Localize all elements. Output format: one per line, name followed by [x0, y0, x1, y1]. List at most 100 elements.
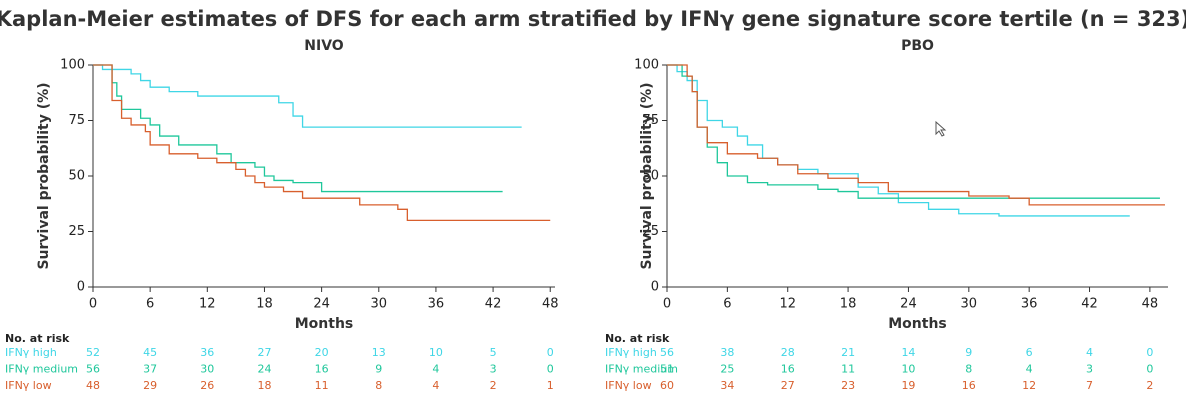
- risk-count: 3: [490, 363, 497, 376]
- panel-title: NIVO: [304, 38, 344, 54]
- x-tick-label: 48: [1142, 297, 1159, 312]
- risk-count: 2: [490, 379, 497, 392]
- risk-count: 28: [781, 346, 795, 359]
- risk-count: 16: [781, 363, 795, 376]
- x-tick-label: 6: [723, 297, 731, 312]
- risk-count: 4: [1086, 346, 1093, 359]
- x-tick-label: 18: [256, 297, 273, 312]
- risk-count: 6: [1026, 346, 1033, 359]
- risk-count: 10: [429, 346, 443, 359]
- risk-count: 3: [1086, 363, 1093, 376]
- risk-count: 23: [841, 379, 855, 392]
- risk-table-title: No. at risk: [5, 332, 70, 345]
- risk-row-label: IFNγ low: [5, 379, 52, 392]
- risk-count: 8: [965, 363, 972, 376]
- risk-count: 4: [432, 379, 439, 392]
- y-tick-label: 25: [642, 224, 659, 239]
- x-tick-label: 6: [146, 297, 154, 312]
- risk-count: 0: [547, 346, 554, 359]
- risk-count: 26: [200, 379, 214, 392]
- risk-count: 45: [143, 346, 157, 359]
- x-tick-label: 12: [199, 297, 216, 312]
- panel-title: PBO: [901, 38, 934, 54]
- survival-curve: [93, 64, 551, 222]
- risk-count: 4: [1026, 363, 1033, 376]
- risk-count: 14: [901, 346, 915, 359]
- risk-count: 16: [315, 363, 329, 376]
- risk-count: 7: [1086, 379, 1093, 392]
- survival-curve: [93, 64, 503, 193]
- risk-count: 60: [660, 379, 674, 392]
- risk-count: 0: [1146, 346, 1153, 359]
- risk-row-label: IFNγ high: [5, 346, 57, 359]
- x-axis-label: Months: [295, 316, 354, 332]
- survival-curve: [667, 64, 1160, 199]
- risk-count: 9: [375, 363, 382, 376]
- x-tick-label: 0: [89, 297, 97, 312]
- risk-count: 52: [86, 346, 100, 359]
- risk-count: 56: [660, 346, 674, 359]
- risk-count: 21: [841, 346, 855, 359]
- y-tick-label: 100: [634, 58, 659, 73]
- risk-count: 56: [86, 363, 100, 376]
- x-tick-label: 42: [485, 297, 502, 312]
- risk-count: 0: [547, 363, 554, 376]
- page-title: Kaplan-Meier estimates of DFS for each a…: [0, 7, 1186, 31]
- risk-count: 18: [257, 379, 271, 392]
- risk-count: 29: [143, 379, 157, 392]
- risk-count: 11: [841, 363, 855, 376]
- x-tick-label: 24: [900, 297, 917, 312]
- risk-count: 51: [660, 363, 674, 376]
- risk-count: 1: [547, 379, 554, 392]
- y-tick-label: 0: [651, 280, 659, 295]
- risk-count: 36: [200, 346, 214, 359]
- risk-count: 9: [965, 346, 972, 359]
- x-tick-label: 0: [663, 297, 671, 312]
- risk-count: 24: [257, 363, 271, 376]
- x-tick-label: 30: [961, 297, 978, 312]
- y-axis-label: Survival probability (%): [36, 82, 52, 269]
- risk-count: 2: [1146, 379, 1153, 392]
- risk-count: 12: [1022, 379, 1036, 392]
- risk-count: 0: [1146, 363, 1153, 376]
- risk-count: 48: [86, 379, 100, 392]
- risk-count: 25: [720, 363, 734, 376]
- y-tick-label: 100: [60, 58, 85, 73]
- risk-row-label: IFNγ low: [605, 379, 652, 392]
- risk-count: 38: [720, 346, 734, 359]
- y-tick-label: 0: [77, 280, 85, 295]
- survival-curve: [667, 64, 1165, 206]
- risk-count: 11: [315, 379, 329, 392]
- y-tick-label: 50: [68, 169, 85, 184]
- survival-curve: [667, 64, 1130, 217]
- risk-count: 5: [490, 346, 497, 359]
- risk-row-label: IFNγ medium: [605, 363, 678, 376]
- x-tick-label: 24: [313, 297, 330, 312]
- risk-row-label: IFNγ medium: [5, 363, 78, 376]
- x-tick-label: 36: [428, 297, 445, 312]
- risk-count: 16: [962, 379, 976, 392]
- risk-count: 34: [720, 379, 734, 392]
- risk-count: 19: [901, 379, 915, 392]
- x-tick-label: 12: [779, 297, 796, 312]
- survival-curve: [93, 64, 522, 128]
- risk-count: 10: [901, 363, 915, 376]
- risk-count: 20: [315, 346, 329, 359]
- risk-count: 13: [372, 346, 386, 359]
- cursor: [935, 120, 947, 137]
- x-tick-label: 36: [1021, 297, 1038, 312]
- risk-table-title: No. at risk: [605, 332, 670, 345]
- x-tick-label: 48: [542, 297, 559, 312]
- x-tick-label: 30: [370, 297, 387, 312]
- risk-count: 27: [257, 346, 271, 359]
- y-axis-label: Survival probability (%): [639, 82, 655, 269]
- y-tick-label: 75: [642, 113, 659, 128]
- y-tick-label: 75: [68, 113, 85, 128]
- risk-count: 37: [143, 363, 157, 376]
- x-tick-label: 18: [840, 297, 857, 312]
- risk-count: 4: [432, 363, 439, 376]
- y-tick-label: 25: [68, 224, 85, 239]
- risk-row-label: IFNγ high: [605, 346, 657, 359]
- y-tick-label: 50: [642, 169, 659, 184]
